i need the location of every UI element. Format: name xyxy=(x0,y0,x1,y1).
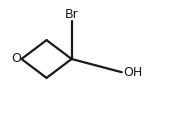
Text: OH: OH xyxy=(123,66,142,79)
Text: Br: Br xyxy=(65,8,78,21)
Text: O: O xyxy=(11,53,21,65)
